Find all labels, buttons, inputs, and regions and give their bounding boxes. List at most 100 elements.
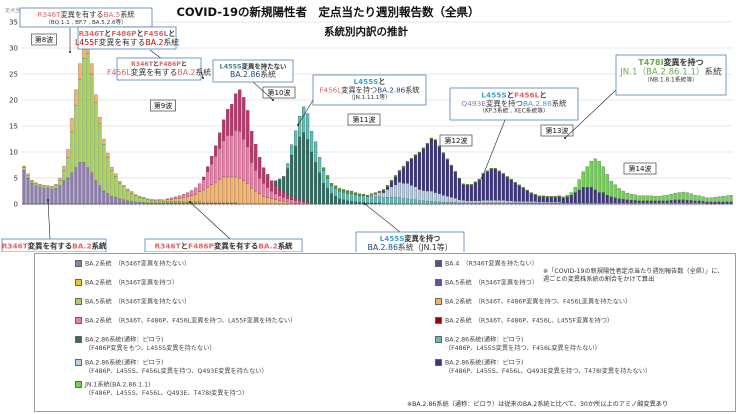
bar-segment — [186, 196, 190, 203]
bar-segment — [262, 167, 266, 184]
legend-swatch — [435, 260, 442, 267]
bar-segment — [118, 180, 122, 184]
bar-segment — [465, 185, 469, 202]
callout-text: R346TとF486P変異を有するBA.2系統 — [154, 241, 293, 250]
bar-segment — [74, 167, 78, 205]
bar-segment — [397, 182, 402, 198]
bar-segment — [58, 180, 62, 186]
bar-segment — [70, 172, 74, 205]
bar-segment — [134, 195, 138, 203]
y-tick-label: 15 — [9, 123, 18, 131]
bar-segment — [541, 201, 545, 204]
bar-segment — [657, 196, 661, 202]
legend-swatch — [75, 279, 82, 286]
legend-sublabel: （F486P、L455S、F456L、Q493E、T478I変異を持つ） — [85, 389, 249, 397]
legend-swatch — [435, 336, 442, 343]
bar-segment — [322, 167, 326, 171]
wave-label: 第13波 — [546, 126, 569, 135]
callout-text: L455F変異を有するBA.2系統 — [75, 37, 179, 47]
bar-segment — [198, 183, 202, 192]
bar-segment — [385, 197, 390, 205]
bar-segment — [717, 196, 721, 203]
bar-segment — [282, 176, 286, 193]
bar-segment — [597, 161, 601, 193]
legend-item: BA.2.86系統(通称：ピロラ) （F486P、L455S、F456L変異を持つ… — [75, 359, 268, 376]
legend-item: BA.2系統 （R346T、F486P変異を持つ、F456L変異を持たない） — [435, 298, 631, 307]
callout-segment: L455F — [75, 38, 99, 47]
bar-segment — [26, 177, 30, 205]
bar-segment — [333, 188, 338, 197]
bar-segment — [397, 197, 402, 205]
bar-segment — [525, 201, 529, 204]
bar-segment — [230, 176, 234, 204]
callout-segment: F456L — [144, 29, 169, 38]
bar-segment — [94, 180, 98, 205]
bar-segment — [270, 198, 274, 205]
callout-segment: 変異を有する — [60, 10, 103, 19]
bar-segment — [641, 200, 645, 204]
bar-segment — [601, 192, 605, 204]
bar-segment — [34, 183, 38, 186]
bar-segment — [409, 158, 414, 160]
bar-segment — [661, 195, 665, 202]
bar-segment — [677, 199, 681, 204]
bar-segment — [222, 119, 226, 141]
bar-segment — [282, 191, 286, 198]
bar-segment — [341, 199, 346, 205]
bar-segment — [218, 179, 222, 204]
bar-segment — [102, 138, 106, 145]
bar-segment — [54, 185, 58, 189]
bar-segment — [489, 200, 493, 204]
callout-segment: 変異を持つ — [341, 85, 377, 94]
bar-segment — [553, 201, 557, 204]
bar-segment — [369, 193, 374, 196]
bar-segment — [557, 195, 561, 197]
bar-segment — [469, 184, 473, 186]
bar-segment — [561, 197, 565, 204]
bar-segment — [110, 166, 114, 171]
bar-segment — [573, 192, 577, 204]
wave-label: 第10波 — [268, 88, 291, 97]
bar-segment — [453, 172, 457, 199]
legend-label: BA.2.86系統(通称：ピロラ) — [445, 359, 524, 367]
callout-segment: と — [181, 61, 187, 68]
bar-segment — [90, 63, 94, 75]
bar-segment — [30, 179, 34, 182]
bar-segment — [298, 199, 302, 202]
wave-box — [150, 99, 176, 112]
legend-item: BA.2.86系統(通称：ピロラ) （F486P、L455S、F456L、Q493… — [435, 359, 651, 376]
bar-segment — [433, 139, 437, 141]
bar-segment — [405, 183, 410, 199]
bar-segment — [533, 201, 537, 204]
bar-segment — [198, 201, 202, 204]
bar-segment — [697, 195, 701, 202]
bar-segment — [38, 187, 42, 205]
legend: BA.2系統 （R346T変異を持たない） BA.4 （R346T変異を持たない）… — [34, 253, 736, 412]
bar-segment — [174, 198, 178, 203]
bar-segment — [381, 190, 386, 193]
bar-segment — [665, 195, 669, 202]
bar-segment — [50, 187, 54, 190]
bar-segment — [78, 63, 82, 80]
bar-segment — [493, 200, 497, 204]
callout-segment: 系統 — [92, 241, 107, 250]
bar-segment — [453, 198, 457, 203]
bar-segment — [337, 190, 342, 199]
callout-arrow-head — [47, 199, 49, 201]
bar-segment — [389, 179, 394, 182]
bar-segment — [369, 195, 374, 197]
bar-segment — [50, 186, 54, 188]
bar-segment — [262, 183, 266, 197]
bar-segment — [473, 200, 477, 204]
legend-label: BA.2.86系統(通称：ピロラ) — [85, 359, 164, 367]
bar-segment — [545, 197, 549, 203]
bar-segment — [537, 201, 541, 204]
bar-segment — [601, 166, 605, 193]
bar-segment — [521, 188, 525, 202]
bar-segment — [493, 167, 497, 170]
bar-segment — [705, 197, 709, 203]
legend-swatch — [75, 381, 82, 388]
callout-segment: BA.2 — [258, 241, 277, 250]
bar-segment — [86, 167, 90, 205]
bar-segment — [545, 201, 549, 204]
